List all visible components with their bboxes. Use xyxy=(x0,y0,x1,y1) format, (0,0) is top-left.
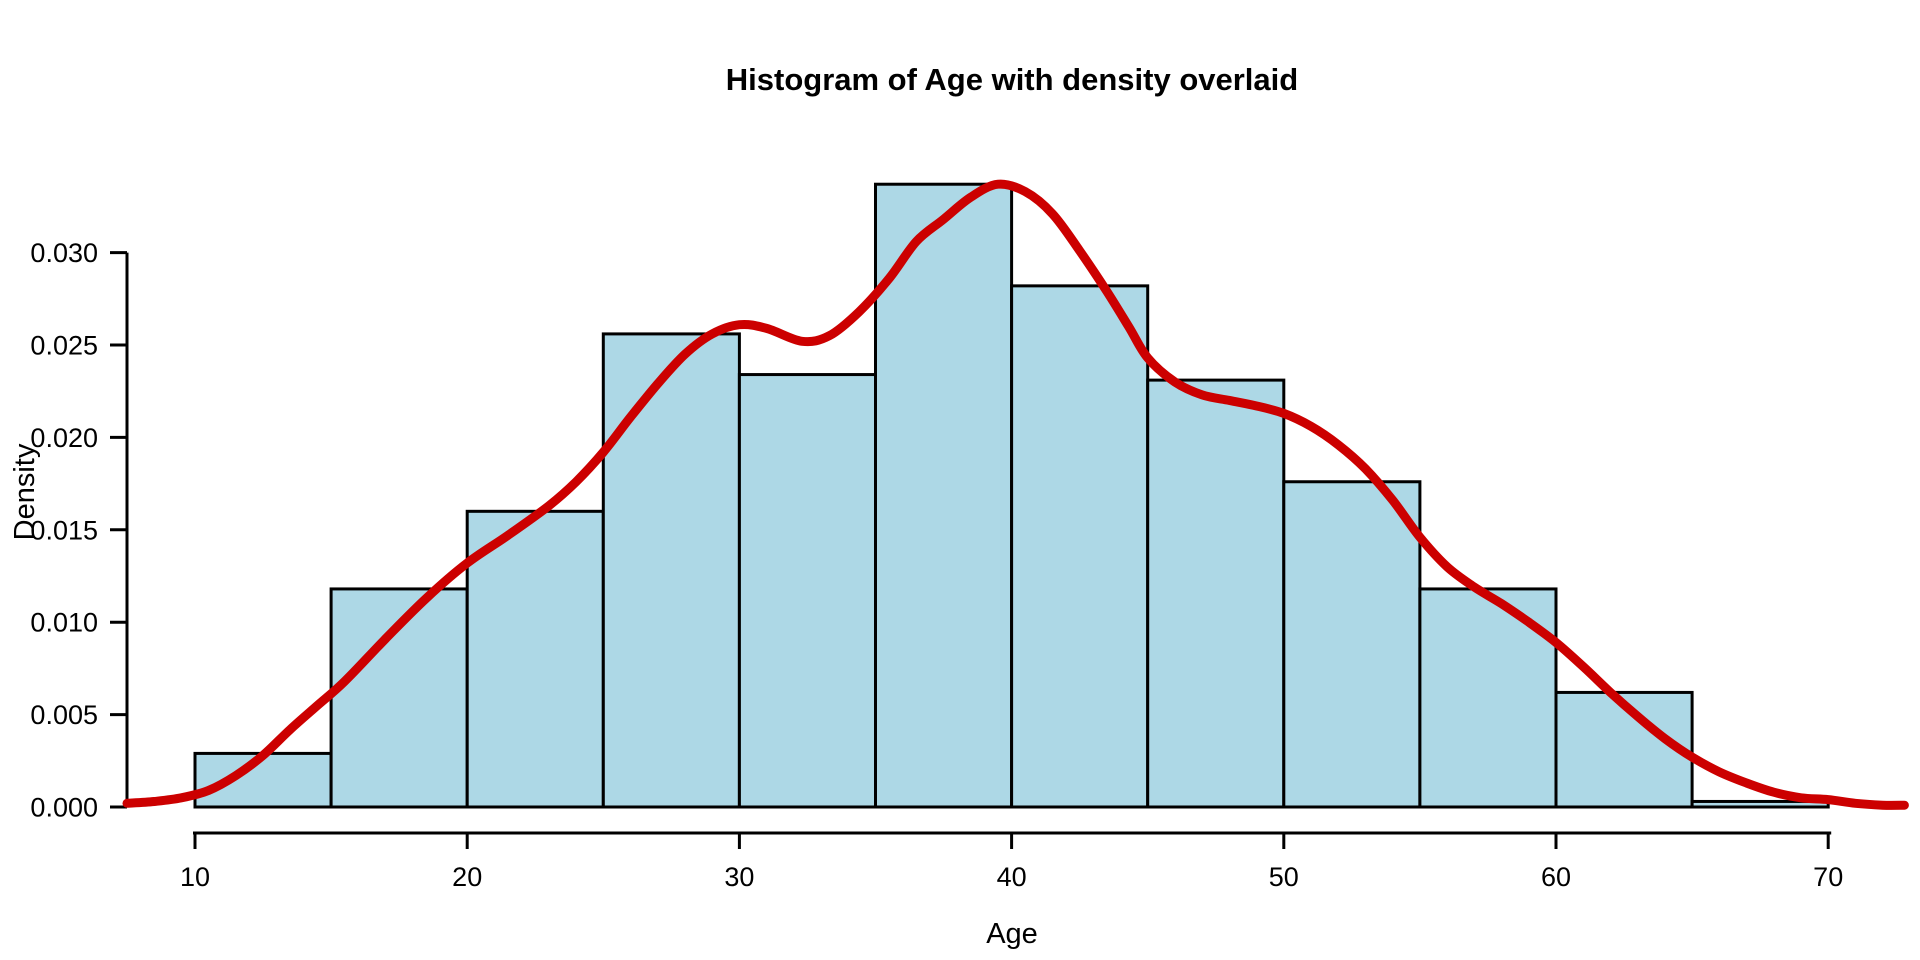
histogram-bars xyxy=(193,182,1830,809)
histogram-bar xyxy=(1690,799,1830,809)
x-tick-label: 40 xyxy=(997,862,1027,892)
histogram-bar xyxy=(1282,480,1422,809)
histogram-bar xyxy=(1146,378,1286,809)
y-tick-label: 0.005 xyxy=(30,700,98,730)
y-tick-label: 0.030 xyxy=(30,238,98,268)
y-tick-label: 0.010 xyxy=(30,608,98,638)
density-curve-layer xyxy=(122,179,1909,810)
x-axis: 10 20 30 40 50 60 70 xyxy=(180,831,1843,892)
y-tick-label: 0.020 xyxy=(30,423,98,453)
y-tick-label: 0.000 xyxy=(30,793,98,823)
histogram-bar xyxy=(193,751,333,809)
y-tick-label: 0.015 xyxy=(30,515,98,545)
x-tick-label: 20 xyxy=(452,862,482,892)
histogram-bar xyxy=(465,509,605,809)
x-tick-label: 70 xyxy=(1813,862,1843,892)
x-tick-label: 60 xyxy=(1541,862,1571,892)
chart-title: Histogram of Age with density overlaid xyxy=(726,62,1298,97)
histogram-bar xyxy=(1554,690,1694,809)
histogram-bar xyxy=(601,332,741,809)
x-tick-label: 10 xyxy=(180,862,210,892)
y-axis-title: Density xyxy=(9,443,41,540)
x-axis-title: Age xyxy=(986,918,1038,950)
density-curve xyxy=(122,179,1909,810)
histogram-bar xyxy=(1010,284,1150,809)
y-tick-label: 0.025 xyxy=(30,331,98,361)
histogram-bar xyxy=(874,182,1014,809)
histogram-bar xyxy=(737,373,878,809)
x-tick-label: 30 xyxy=(724,862,754,892)
x-tick-label: 50 xyxy=(1269,862,1299,892)
y-axis: 0.000 0.005 0.010 0.015 0.020 0.025 0.030 xyxy=(30,238,129,823)
